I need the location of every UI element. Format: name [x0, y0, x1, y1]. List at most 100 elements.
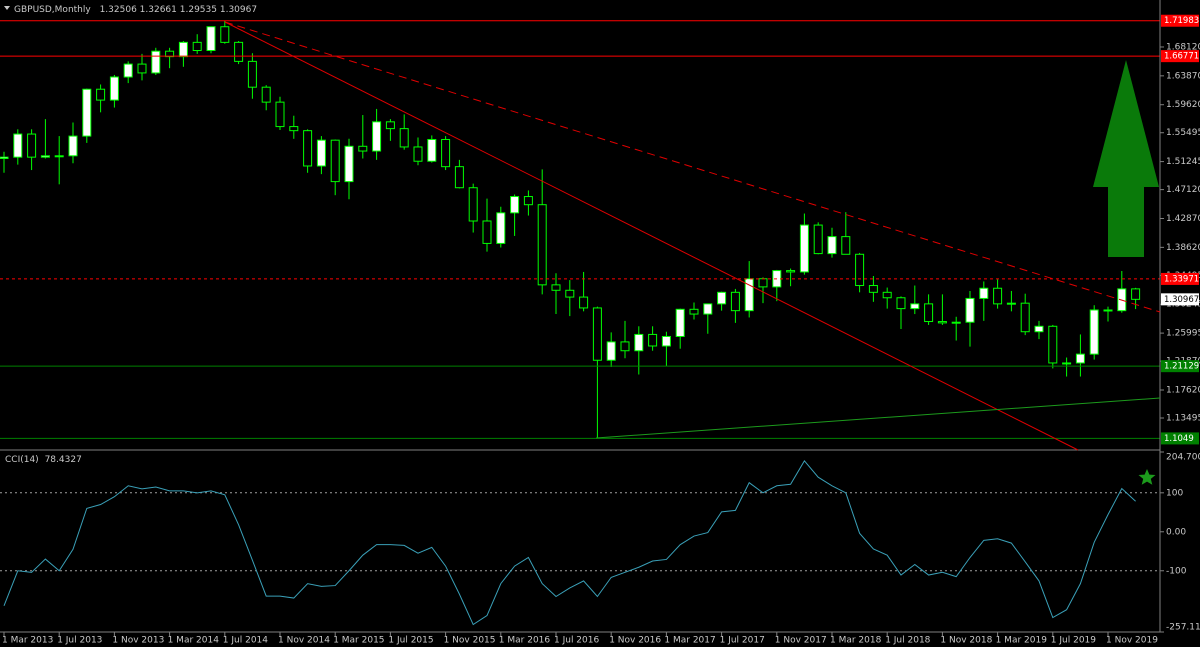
- candle-body: [54, 155, 64, 158]
- trendline: [224, 21, 1079, 451]
- y-tick-label: 1.17620: [1166, 385, 1200, 395]
- y-tick-label: 1.55495: [1166, 128, 1200, 138]
- candle-body: [979, 287, 989, 299]
- price-level-label: 1.21129: [1164, 362, 1199, 372]
- current-price-box: [1161, 293, 1199, 306]
- y-tick-label: 1.13495: [1166, 414, 1200, 424]
- y-tick-label: 1.63870: [1166, 71, 1200, 81]
- y-tick-label: 1.68120: [1166, 42, 1200, 52]
- price-level-box: [1161, 50, 1199, 63]
- candle-body: [565, 289, 575, 298]
- candle-body: [220, 26, 230, 43]
- y-tick-label: 1.47120: [1166, 185, 1200, 195]
- y-tick-label: 1.38620: [1166, 243, 1200, 253]
- x-tick-label: 1 Jul 2019: [1051, 636, 1096, 646]
- y-tick-label: 1.25995: [1166, 329, 1200, 339]
- candle-body: [399, 128, 409, 148]
- menu-triangle: [4, 6, 10, 10]
- candle-body: [786, 270, 796, 273]
- candle-body: [427, 138, 437, 162]
- candle-body: [744, 278, 754, 312]
- candle-body: [675, 308, 685, 337]
- candle-body: [937, 321, 947, 324]
- price-level-box: [1161, 14, 1199, 27]
- candle-body: [82, 88, 92, 137]
- x-tick-label: 1 Jul 2013: [57, 636, 102, 646]
- x-tick-label: 1 Jul 2016: [554, 636, 599, 646]
- y-tick-label: 204.7002: [1166, 453, 1200, 463]
- header-close: 1.30967: [220, 5, 257, 15]
- candle-body: [1020, 302, 1030, 333]
- candle-body: [537, 204, 547, 286]
- candle-body: [620, 341, 630, 352]
- candle-body: [965, 297, 975, 323]
- x-tick-label: 1 Nov 2016: [609, 636, 661, 646]
- candle-body: [261, 86, 271, 103]
- price-level-box: [1161, 272, 1199, 285]
- header-high: 1.32661: [140, 5, 177, 15]
- candle-body: [758, 278, 768, 288]
- candle-body: [841, 236, 851, 255]
- candle-body: [1075, 353, 1085, 364]
- candle-body: [247, 60, 257, 88]
- candle-body: [993, 287, 1003, 305]
- candle-body: [634, 333, 644, 352]
- candle-body: [123, 63, 133, 78]
- candle-body: [896, 297, 906, 310]
- candle-body: [206, 26, 216, 52]
- y-tick-label: 100: [1166, 488, 1183, 498]
- candle-body: [109, 76, 119, 101]
- candle-body: [868, 285, 878, 293]
- plot-layer: 1.68120 1.63870 1.59620 1.55495 1.51245 1.471…: [0, 14, 1200, 646]
- x-tick-label: 1 Jul 2014: [223, 636, 268, 646]
- candle-body: [468, 187, 478, 222]
- y-tick-label: 1.51245: [1166, 157, 1200, 167]
- candle-body: [717, 291, 727, 305]
- candle-body: [0, 156, 9, 160]
- x-tick-label: 1 Nov 2019: [1106, 636, 1158, 646]
- candle-body: [441, 138, 451, 168]
- x-tick-label: 1 Jul 2017: [720, 636, 765, 646]
- trendline: [224, 21, 1161, 313]
- candle-body: [882, 291, 892, 299]
- candle-body: [579, 296, 589, 309]
- candle-body: [330, 139, 340, 183]
- candle-body: [813, 224, 823, 255]
- candle-body: [551, 284, 561, 291]
- indicator-header: CCI(14) 78.4327: [5, 455, 82, 465]
- candle-body: [178, 41, 188, 58]
- x-tick-label: 1 Mar 2017: [664, 636, 715, 646]
- candle-body: [13, 133, 23, 158]
- candle-body: [482, 220, 492, 244]
- up-arrow: [1093, 60, 1159, 257]
- x-tick-label: 1 Mar 2018: [830, 636, 882, 646]
- y-tick-label: 1.42870: [1166, 214, 1200, 224]
- candle-body: [454, 166, 464, 189]
- candle-body: [151, 50, 161, 74]
- candle-body: [523, 196, 533, 206]
- x-tick-label: 1 Nov 2014: [278, 636, 330, 646]
- candle-body: [689, 308, 699, 315]
- y-tick-label: 1.59620: [1166, 100, 1200, 110]
- candle-body: [358, 145, 368, 152]
- candle-body: [648, 333, 658, 347]
- candle-body: [372, 121, 382, 152]
- candle-body: [385, 121, 395, 130]
- star-marker: [1138, 469, 1156, 485]
- candle-body: [192, 41, 202, 52]
- x-tick-label: 1 Jul 2018: [885, 636, 930, 646]
- header-open: 1.32506: [100, 5, 137, 15]
- trendline: [595, 397, 1161, 439]
- x-tick-label: 1 Nov 2017: [775, 636, 827, 646]
- candle-body: [730, 291, 740, 312]
- candle-body: [703, 303, 713, 315]
- candle-body: [855, 253, 865, 287]
- x-tick-label: 1 Jul 2015: [388, 636, 433, 646]
- candle-body: [289, 126, 299, 132]
- candle-body: [1131, 288, 1141, 300]
- chart-header: GBPUSD,Monthly 1.32506 1.32661 1.29535 1…: [14, 5, 257, 15]
- candle-body: [910, 303, 920, 310]
- candle-body: [275, 101, 285, 128]
- indicator-value: 78.4327: [45, 455, 82, 465]
- candle-body: [1103, 309, 1113, 312]
